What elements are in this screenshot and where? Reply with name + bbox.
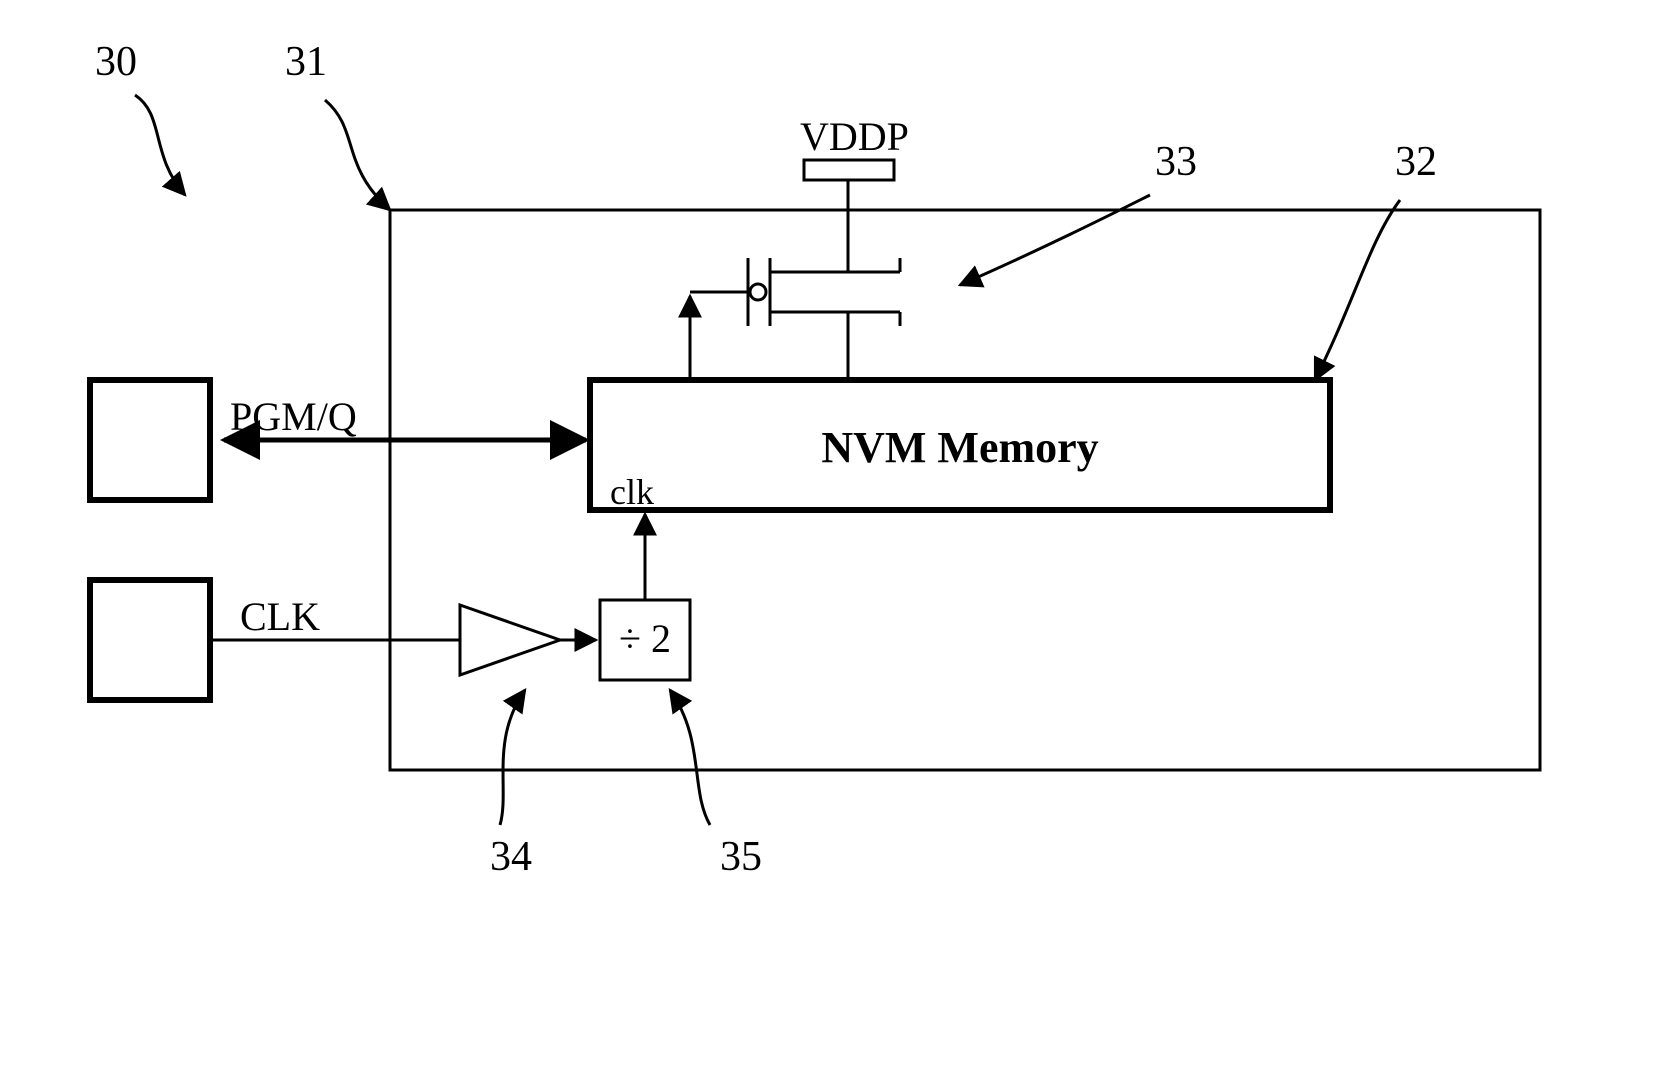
pmos-transistor xyxy=(690,258,900,326)
ref-34: 34 xyxy=(490,690,532,880)
ref-32: 32 xyxy=(1315,139,1437,380)
pgm-q-pad xyxy=(90,380,210,500)
clk-pad xyxy=(90,580,210,700)
nvm-clk-port-label: clk xyxy=(610,472,654,512)
divider-label: ÷ 2 xyxy=(619,616,671,661)
ref-30: 30 xyxy=(95,39,185,195)
chip-boundary xyxy=(390,210,1540,770)
pgm-q-label: PGM/Q xyxy=(230,394,357,439)
svg-text:35: 35 xyxy=(720,834,762,880)
ref-33: 33 xyxy=(960,139,1197,285)
nvm-memory-title: NVM Memory xyxy=(821,423,1098,472)
svg-text:32: 32 xyxy=(1395,139,1437,185)
vddp-label: VDDP xyxy=(800,114,909,159)
ref-35: 35 xyxy=(670,690,762,880)
svg-text:33: 33 xyxy=(1155,139,1197,185)
block-diagram: VDDP NVM Memory clk PGM/Q CLK xyxy=(0,0,1671,1078)
clk-label: CLK xyxy=(240,594,320,639)
ref-31: 31 xyxy=(285,39,390,210)
svg-text:34: 34 xyxy=(490,834,532,880)
svg-text:30: 30 xyxy=(95,39,137,85)
buffer xyxy=(460,605,560,675)
svg-text:31: 31 xyxy=(285,39,327,85)
vddp-pad xyxy=(804,160,894,180)
